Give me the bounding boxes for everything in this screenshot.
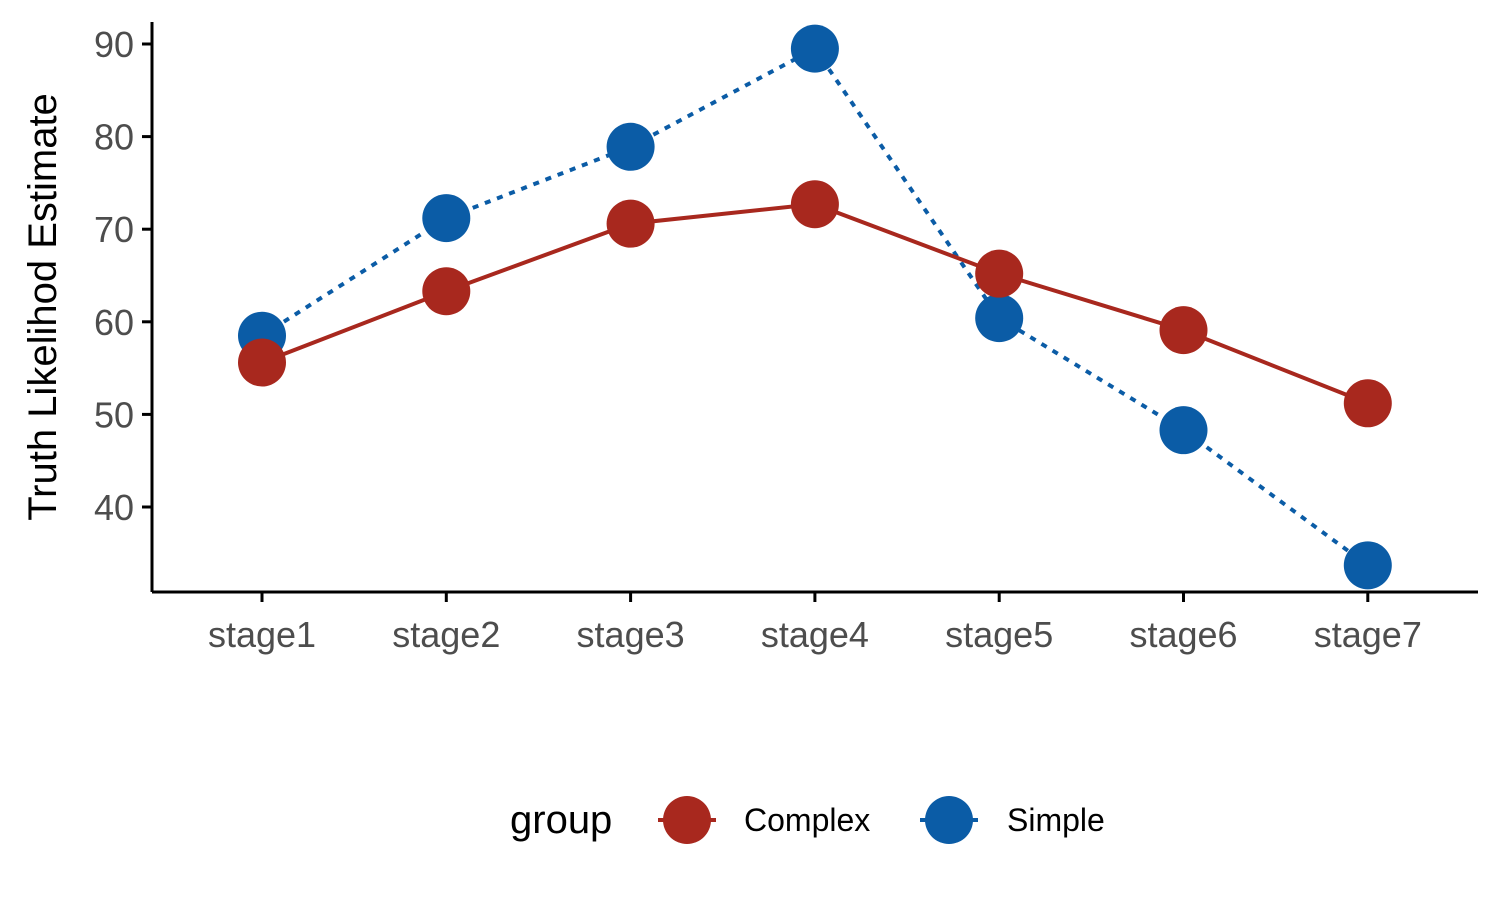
legend-item-simple: Simple — [920, 796, 1105, 844]
data-point-simple — [790, 24, 839, 73]
legend-title: group — [510, 798, 612, 842]
y-tick-label: 80 — [94, 117, 134, 158]
legend-label: Complex — [744, 802, 870, 838]
series-lines — [260, 46, 1369, 567]
legend: group Complex Simple — [510, 796, 1105, 844]
data-point-simple — [606, 122, 655, 171]
y-tick-label: 60 — [94, 302, 134, 343]
legend-item-complex: Complex — [658, 796, 870, 844]
x-axis-ticks: stage1 stage2 stage3 stage4 stage5 stage6 stag… — [208, 592, 1422, 655]
x-tick-label: stage3 — [577, 614, 685, 655]
legend-key-marker — [925, 796, 973, 844]
y-axis-title: Truth Likelihod Estimate — [21, 93, 65, 521]
data-point-simple — [1343, 541, 1392, 590]
x-tick-label: stage4 — [761, 614, 869, 655]
legend-label: Simple — [1007, 802, 1105, 838]
data-point-complex — [975, 249, 1024, 298]
legend-key-marker — [663, 796, 711, 844]
data-point-complex — [790, 180, 839, 229]
series-line-simple — [260, 46, 1369, 567]
x-tick-label: stage5 — [945, 614, 1053, 655]
data-point-simple — [975, 294, 1024, 343]
y-tick-label: 90 — [94, 24, 134, 65]
series-points — [238, 24, 1392, 590]
y-tick-label: 40 — [94, 487, 134, 528]
x-tick-label: stage7 — [1314, 614, 1422, 655]
x-tick-label: stage2 — [392, 614, 500, 655]
data-point-simple — [1159, 406, 1208, 455]
data-point-complex — [422, 267, 471, 316]
y-tick-label: 70 — [94, 209, 134, 250]
data-point-complex — [238, 338, 286, 387]
data-point-complex — [1159, 306, 1208, 355]
data-point-complex — [606, 199, 655, 248]
x-tick-label: stage6 — [1129, 614, 1237, 655]
data-point-complex — [1343, 379, 1392, 428]
y-axis-ticks: 40 50 60 70 80 90 — [94, 24, 152, 528]
y-tick-label: 50 — [94, 394, 134, 435]
data-point-simple — [422, 194, 471, 243]
x-tick-label: stage1 — [208, 614, 316, 655]
